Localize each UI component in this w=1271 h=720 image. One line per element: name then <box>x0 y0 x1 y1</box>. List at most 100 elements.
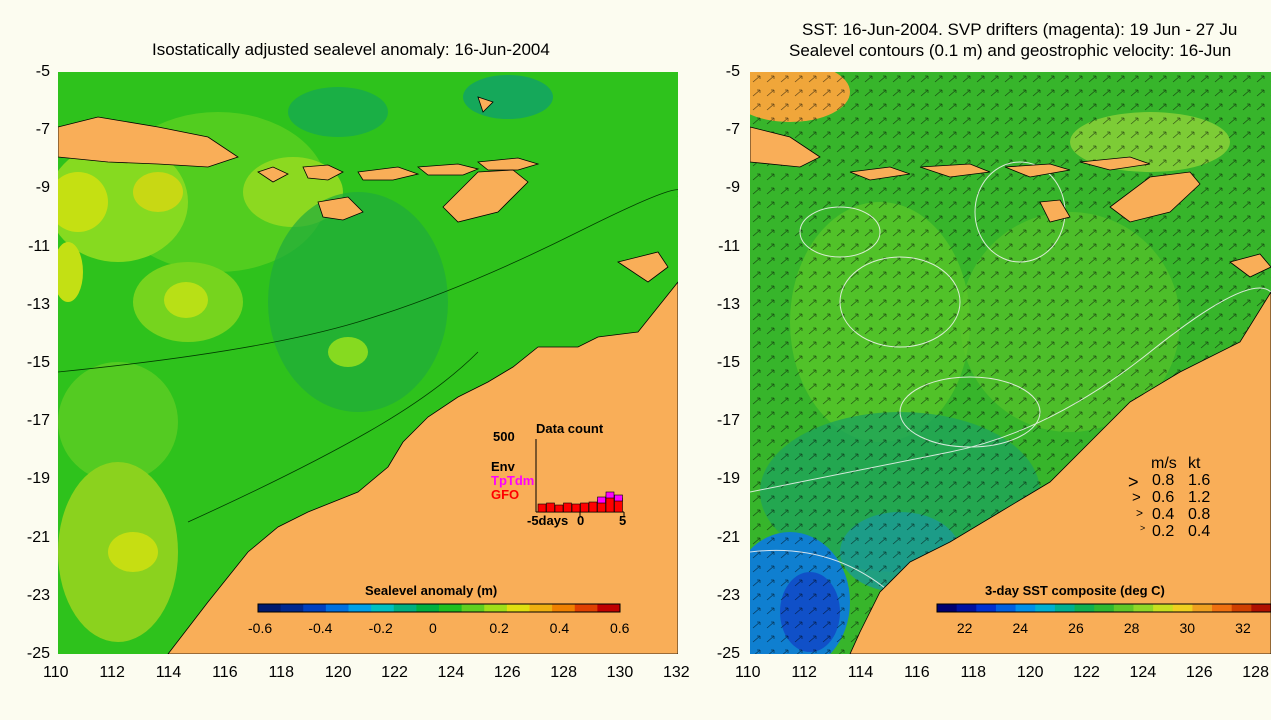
colorbar-segment <box>1015 604 1036 612</box>
velocity-legend-kt: 1.6 <box>1188 472 1211 489</box>
colorbar-segment <box>303 604 327 612</box>
colorbar-tick-label: 30 <box>1179 620 1196 636</box>
y-tick-label: -9 <box>35 179 50 197</box>
colorbar-segment <box>1113 604 1134 612</box>
y-tick-label: -19 <box>26 470 50 488</box>
x-tick-label: 114 <box>847 664 874 681</box>
velocity-legend-kt: 1.2 <box>1188 489 1211 506</box>
velocity-legend-kt: 0.4 <box>1188 523 1211 540</box>
anomaly-patch <box>108 532 158 572</box>
y-tick-label: -25 <box>26 645 50 662</box>
y-tick-label: -5 <box>35 63 50 80</box>
y-tick-label: -5 <box>725 63 740 80</box>
x-tick-label: 120 <box>324 664 352 681</box>
australia-coast <box>167 281 678 654</box>
data-count-xtick: 5 <box>619 513 627 528</box>
bathymetry-contour <box>58 189 678 373</box>
y-tick-label: -15 <box>26 354 50 371</box>
sst-colorbar-title: 3-day SST composite (deg C) <box>985 583 1165 598</box>
bathymetry-contour <box>187 351 479 523</box>
velocity-legend-kt: 0.8 <box>1188 506 1211 523</box>
colorbar-segment <box>1251 604 1271 612</box>
colorbar-segment <box>1192 604 1213 612</box>
x-tick-label: 126 <box>1185 664 1213 681</box>
y-tick-label: -21 <box>716 528 740 546</box>
colorbar-segment <box>956 604 977 612</box>
colorbar-segment <box>280 604 304 612</box>
anomaly-patch <box>58 242 83 302</box>
colorbar-tick-label: 28 <box>1123 620 1140 636</box>
colorbar-tick-label: 0.2 <box>489 620 509 636</box>
data-count-bar <box>588 501 598 513</box>
anomaly-patch <box>328 337 368 367</box>
data-count-bar <box>580 502 589 513</box>
x-tick-label: 118 <box>960 664 986 681</box>
x-tick-label: 122 <box>381 664 408 681</box>
x-tick-label: 122 <box>1073 664 1100 681</box>
anomaly-patch <box>133 172 183 212</box>
colorbar-segment <box>976 604 997 612</box>
x-tick-label: 112 <box>791 664 817 681</box>
x-tick-label: 118 <box>268 664 294 681</box>
x-tick-label: 110 <box>43 664 69 681</box>
anomaly-patch <box>58 172 108 232</box>
data-count-bar <box>537 503 547 513</box>
y-tick-label: -9 <box>725 179 740 197</box>
colorbar-segment <box>1054 604 1076 612</box>
data-count-bar <box>614 494 623 502</box>
y-tick-label: -13 <box>716 295 740 313</box>
velocity-legend-ms: 0.2 <box>1152 523 1175 540</box>
x-tick-label: 110 <box>735 664 761 681</box>
anomaly-patch <box>164 282 208 318</box>
anomaly-patch <box>58 142 188 262</box>
colorbar-segment <box>484 604 508 612</box>
colorbar-segment <box>393 604 417 612</box>
y-tick-label: -23 <box>26 586 50 604</box>
colorbar-segment <box>1231 604 1252 612</box>
landmass <box>58 96 678 654</box>
x-tick-label: 114 <box>155 664 182 681</box>
sst-colorbar <box>936 603 1271 613</box>
x-tick-label: 124 <box>1129 664 1157 681</box>
colorbar-segment <box>348 604 372 612</box>
colorbar-border <box>936 603 1271 613</box>
data-count-bar <box>554 504 564 513</box>
colorbar-segment <box>1212 604 1233 612</box>
colorbar-segment <box>529 604 553 612</box>
colorbar-border <box>257 603 621 613</box>
colorbar-segment <box>1133 604 1154 612</box>
data-count-title: Data count <box>536 421 604 436</box>
y-tick-label: -19 <box>716 470 740 488</box>
velocity-arrow-icon: > <box>1132 489 1141 506</box>
colorbar-tick-label: -0.4 <box>308 620 333 636</box>
data-count-legend-gfo: GFO <box>491 487 520 502</box>
data-count-bar <box>563 502 572 513</box>
colorbar-segment <box>937 604 958 612</box>
colorbar-segment <box>325 604 349 612</box>
x-tick-label: 130 <box>606 664 634 681</box>
y-tick-label: -11 <box>28 237 50 255</box>
anomaly-patch <box>58 362 178 482</box>
y-tick-label: -7 <box>725 121 740 139</box>
data-count-legend-tptdm: TpTdm <box>491 473 535 488</box>
colorbar-tick-label: 26 <box>1068 620 1084 636</box>
x-tick-label: 116 <box>212 664 238 681</box>
data-count-legend-env: Env <box>491 459 515 474</box>
right-panel-title-line2: Sealevel contours (0.1 m) and geostrophi… <box>789 41 1232 60</box>
y-tick-label: -25 <box>716 645 740 662</box>
data-count-bar <box>605 491 615 499</box>
x-tick-label: 128 <box>550 664 577 681</box>
colorbar-tick-label: 24 <box>1012 620 1029 636</box>
x-tick-label: 120 <box>1016 664 1044 681</box>
right-panel-title-line1: SST: 16-Jun-2004. SVP drifters (magenta)… <box>802 20 1238 39</box>
colorbar-segment <box>574 604 598 612</box>
y-tick-label: -17 <box>26 412 50 430</box>
colorbar-tick-label: -0.2 <box>368 620 393 636</box>
velocity-legend-ms: 0.4 <box>1152 506 1175 523</box>
x-tick-label: 116 <box>904 664 930 681</box>
colorbar-tick-label: 0.4 <box>549 620 570 636</box>
velocity-legend-ms: 0.8 <box>1152 472 1175 489</box>
anomaly-patch <box>463 75 553 119</box>
colorbar-segment <box>1035 604 1056 612</box>
velocity-legend-header-ms: m/s <box>1151 455 1177 472</box>
